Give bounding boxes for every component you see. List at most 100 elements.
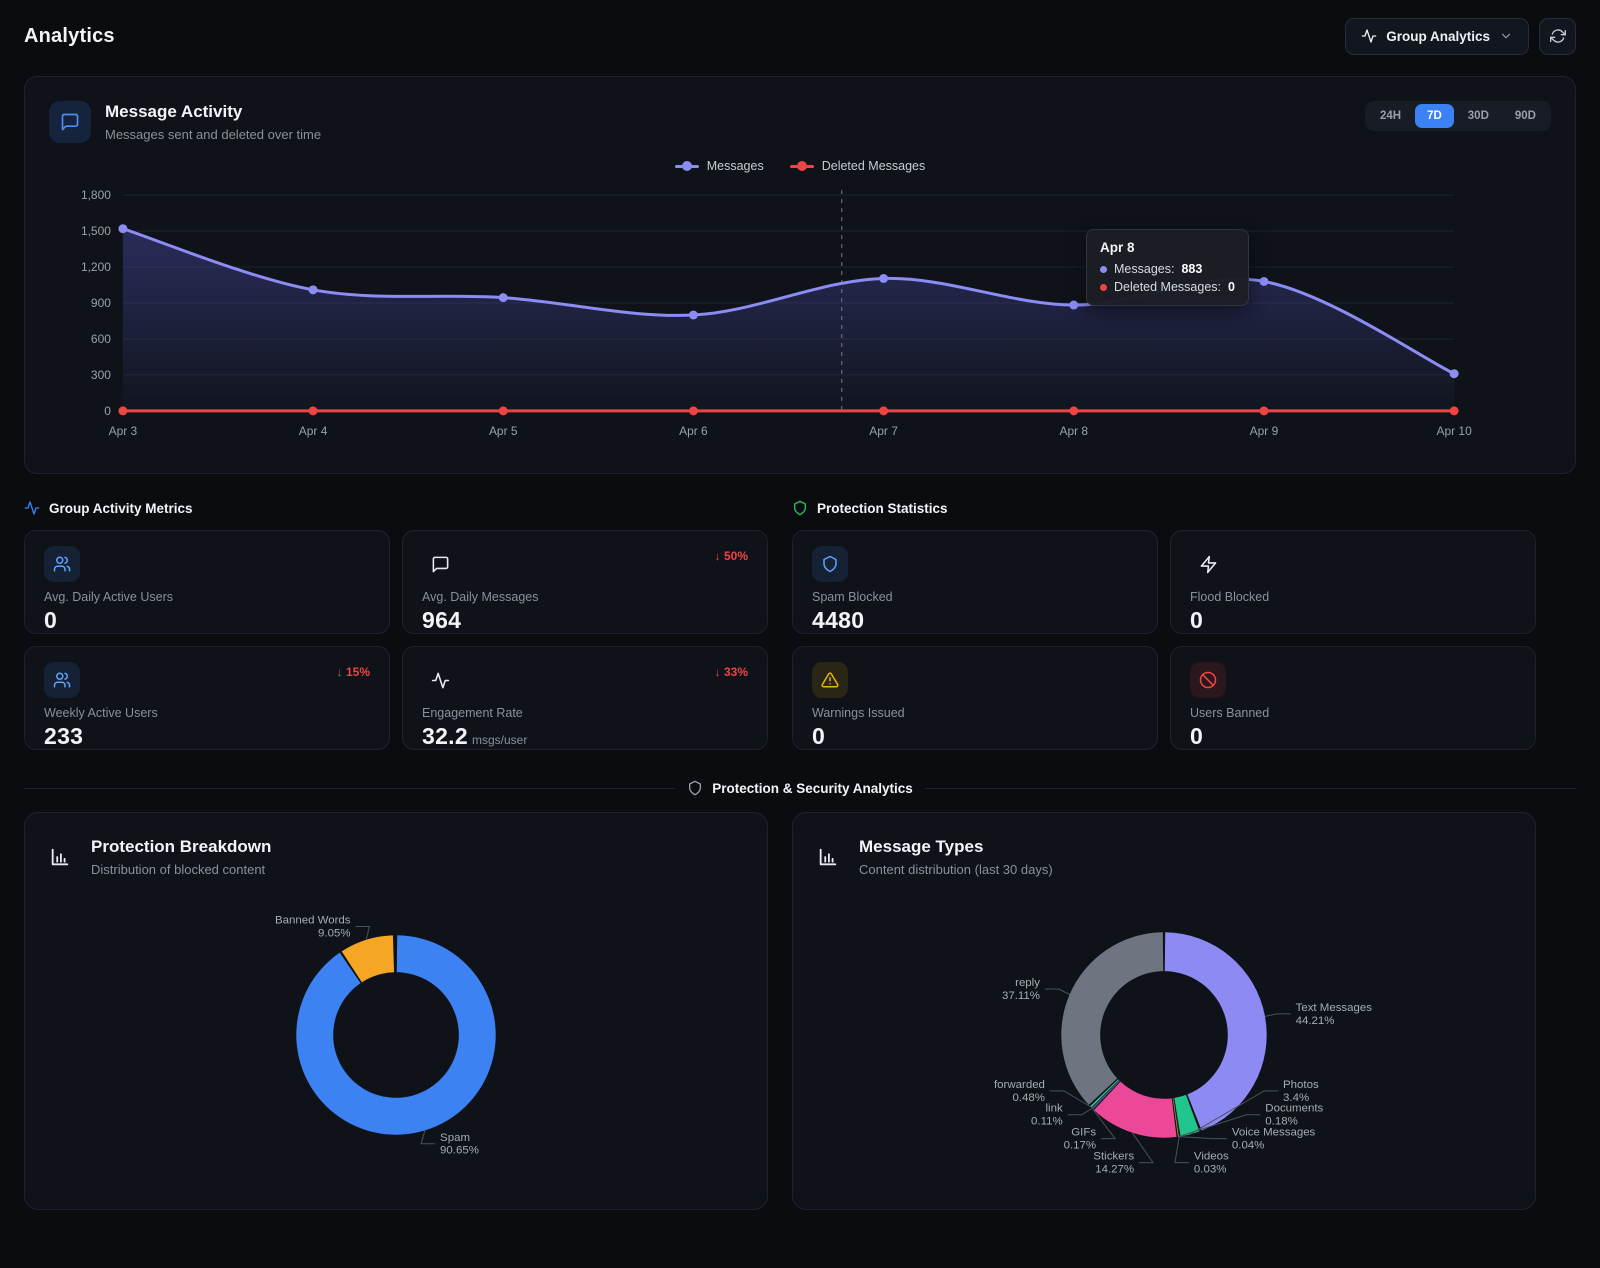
svg-text:1,200: 1,200 bbox=[81, 260, 111, 274]
metric-label: Weekly Active Users bbox=[44, 706, 158, 720]
protection-statistics: Protection Statistics Spam Blocked 4480 bbox=[792, 500, 1536, 750]
metric-unit: msgs/user bbox=[471, 733, 528, 747]
group-activity-metrics: Group Activity Metrics Avg. Daily Active… bbox=[24, 500, 768, 750]
refresh-button[interactable] bbox=[1539, 17, 1576, 55]
tooltip-value: 0 bbox=[1228, 280, 1235, 294]
page-title: Analytics bbox=[24, 24, 115, 47]
line-chart-area: Messages Deleted Messages 0 300 600 900 1,200… bbox=[49, 153, 1551, 441]
range-90d-button[interactable]: 90D bbox=[1503, 104, 1548, 128]
section-title: Group Activity Metrics bbox=[49, 500, 193, 516]
metric-label: Flood Blocked bbox=[1190, 590, 1270, 604]
group-analytics-selector[interactable]: Group Analytics bbox=[1345, 17, 1529, 55]
metric-card-flood-blocked: Flood Blocked 0 bbox=[1170, 530, 1536, 634]
svg-text:0: 0 bbox=[104, 404, 111, 418]
card-subtitle: Messages sent and deleted over time bbox=[105, 127, 322, 142]
range-24h-button[interactable]: 24H bbox=[1368, 104, 1413, 128]
trend-badge: ↓ 15% bbox=[336, 665, 370, 679]
trend-badge: ↓ 33% bbox=[714, 665, 748, 679]
message-icon bbox=[422, 546, 458, 582]
section-header: Group Activity Metrics bbox=[24, 500, 768, 516]
divider-label: Protection & Security Analytics bbox=[712, 780, 913, 796]
legend-label: Deleted Messages bbox=[821, 159, 926, 173]
metric-card-avg-daily-active-users: Avg. Daily Active Users 0 bbox=[24, 530, 390, 634]
metric-label: Spam Blocked bbox=[812, 590, 893, 604]
users-icon bbox=[44, 546, 80, 582]
shield-icon bbox=[687, 780, 703, 796]
lightning-icon bbox=[1190, 546, 1226, 582]
series-dot bbox=[1100, 265, 1107, 273]
legend-item[interactable]: Messages bbox=[674, 159, 764, 173]
section-header: Protection Statistics bbox=[792, 500, 1536, 516]
metric-card-users-banned: Users Banned 0 bbox=[1170, 646, 1536, 750]
activity-icon bbox=[24, 500, 40, 516]
message-types-donut-chart[interactable]: Text Messages 44.21% Photos 3.4%Documents 0.… bbox=[817, 883, 1511, 1175]
metric-card-warnings-issued: Warnings Issued 0 bbox=[792, 646, 1158, 750]
shield-icon bbox=[792, 500, 808, 516]
metric-card-spam-blocked: Spam Blocked 4480 bbox=[792, 530, 1158, 634]
metric-label: Warnings Issued bbox=[812, 706, 905, 720]
tooltip-date: Apr 8 bbox=[1100, 240, 1135, 255]
svg-text:Apr 8: Apr 8 bbox=[1059, 424, 1088, 438]
metric-value: 0 bbox=[1190, 607, 1204, 633]
metric-label: Avg. Daily Active Users bbox=[44, 590, 173, 604]
bar-chart-icon bbox=[817, 846, 839, 868]
svg-text:300: 300 bbox=[91, 368, 111, 382]
ban-icon bbox=[1190, 662, 1226, 698]
metric-value: 4480 bbox=[812, 607, 865, 633]
security-analytics-section: Protection Breakdown Distribution of blo… bbox=[24, 812, 1576, 1210]
svg-text:Apr 5: Apr 5 bbox=[489, 424, 518, 438]
legend-item[interactable]: Deleted Messages bbox=[789, 159, 926, 173]
metric-value: 32.2 bbox=[422, 723, 468, 749]
metric-value: 0 bbox=[44, 607, 58, 633]
card-subtitle: Content distribution (last 30 days) bbox=[859, 862, 1053, 877]
metric-value: 0 bbox=[1190, 723, 1204, 749]
metric-card-weekly-active-users: ↓ 15% Weekly Active Users 233 bbox=[24, 646, 390, 750]
bar-chart-icon bbox=[49, 846, 71, 868]
metric-value: 233 bbox=[44, 723, 84, 749]
trend-badge: ↓ 50% bbox=[714, 549, 748, 563]
tooltip-label: Deleted Messages: bbox=[1114, 280, 1222, 294]
warning-icon bbox=[812, 662, 848, 698]
refresh-icon bbox=[1549, 28, 1566, 44]
activity-icon bbox=[1361, 28, 1377, 44]
chevron-down-icon bbox=[1499, 29, 1513, 43]
message-activity-header: Message Activity Messages sent and delet… bbox=[49, 101, 1551, 143]
range-7d-button[interactable]: 7D bbox=[1415, 104, 1454, 128]
svg-text:900: 900 bbox=[91, 296, 111, 310]
card-title: Message Types bbox=[859, 837, 984, 856]
protection-breakdown-donut-chart[interactable]: Spam 90.65% Banned Words 9.05% bbox=[49, 883, 743, 1175]
metric-value: 0 bbox=[812, 723, 826, 749]
legend-marker bbox=[789, 161, 814, 171]
message-activity-line-chart[interactable]: 0 300 600 900 1,200 1,500 1,800 Apr 3 Apr 4 Apr 5… bbox=[49, 179, 1551, 441]
tooltip-row: Deleted Messages: 0 bbox=[1100, 280, 1235, 294]
metric-card-engagement-rate: ↓ 33% Engagement Rate 32.2 msgs/user bbox=[402, 646, 768, 750]
chart-tooltip: Apr 8 Messages: 883 Deleted Messages: 0 bbox=[1086, 229, 1249, 306]
card-title: Protection Breakdown bbox=[91, 837, 272, 856]
card-subtitle: Distribution of blocked content bbox=[91, 862, 266, 877]
time-range-selector: 24H 7D 30D 90D bbox=[1364, 101, 1551, 131]
range-30d-button[interactable]: 30D bbox=[1456, 104, 1501, 128]
series-dot bbox=[1100, 283, 1107, 291]
svg-text:600: 600 bbox=[91, 332, 111, 346]
message-types-card: Message Types Content distribution (last… bbox=[792, 812, 1536, 1210]
tooltip-row: Messages: 883 bbox=[1100, 262, 1235, 276]
legend-label: Messages bbox=[706, 159, 764, 173]
svg-text:Apr 6: Apr 6 bbox=[679, 424, 708, 438]
svg-text:Apr 9: Apr 9 bbox=[1250, 424, 1279, 438]
metric-card-avg-daily-messages: ↓ 50% Avg. Daily Messages 964 bbox=[402, 530, 768, 634]
section-title: Protection Statistics bbox=[817, 500, 948, 516]
topbar-actions: Group Analytics bbox=[1345, 17, 1576, 55]
metric-label: Engagement Rate bbox=[422, 706, 523, 720]
